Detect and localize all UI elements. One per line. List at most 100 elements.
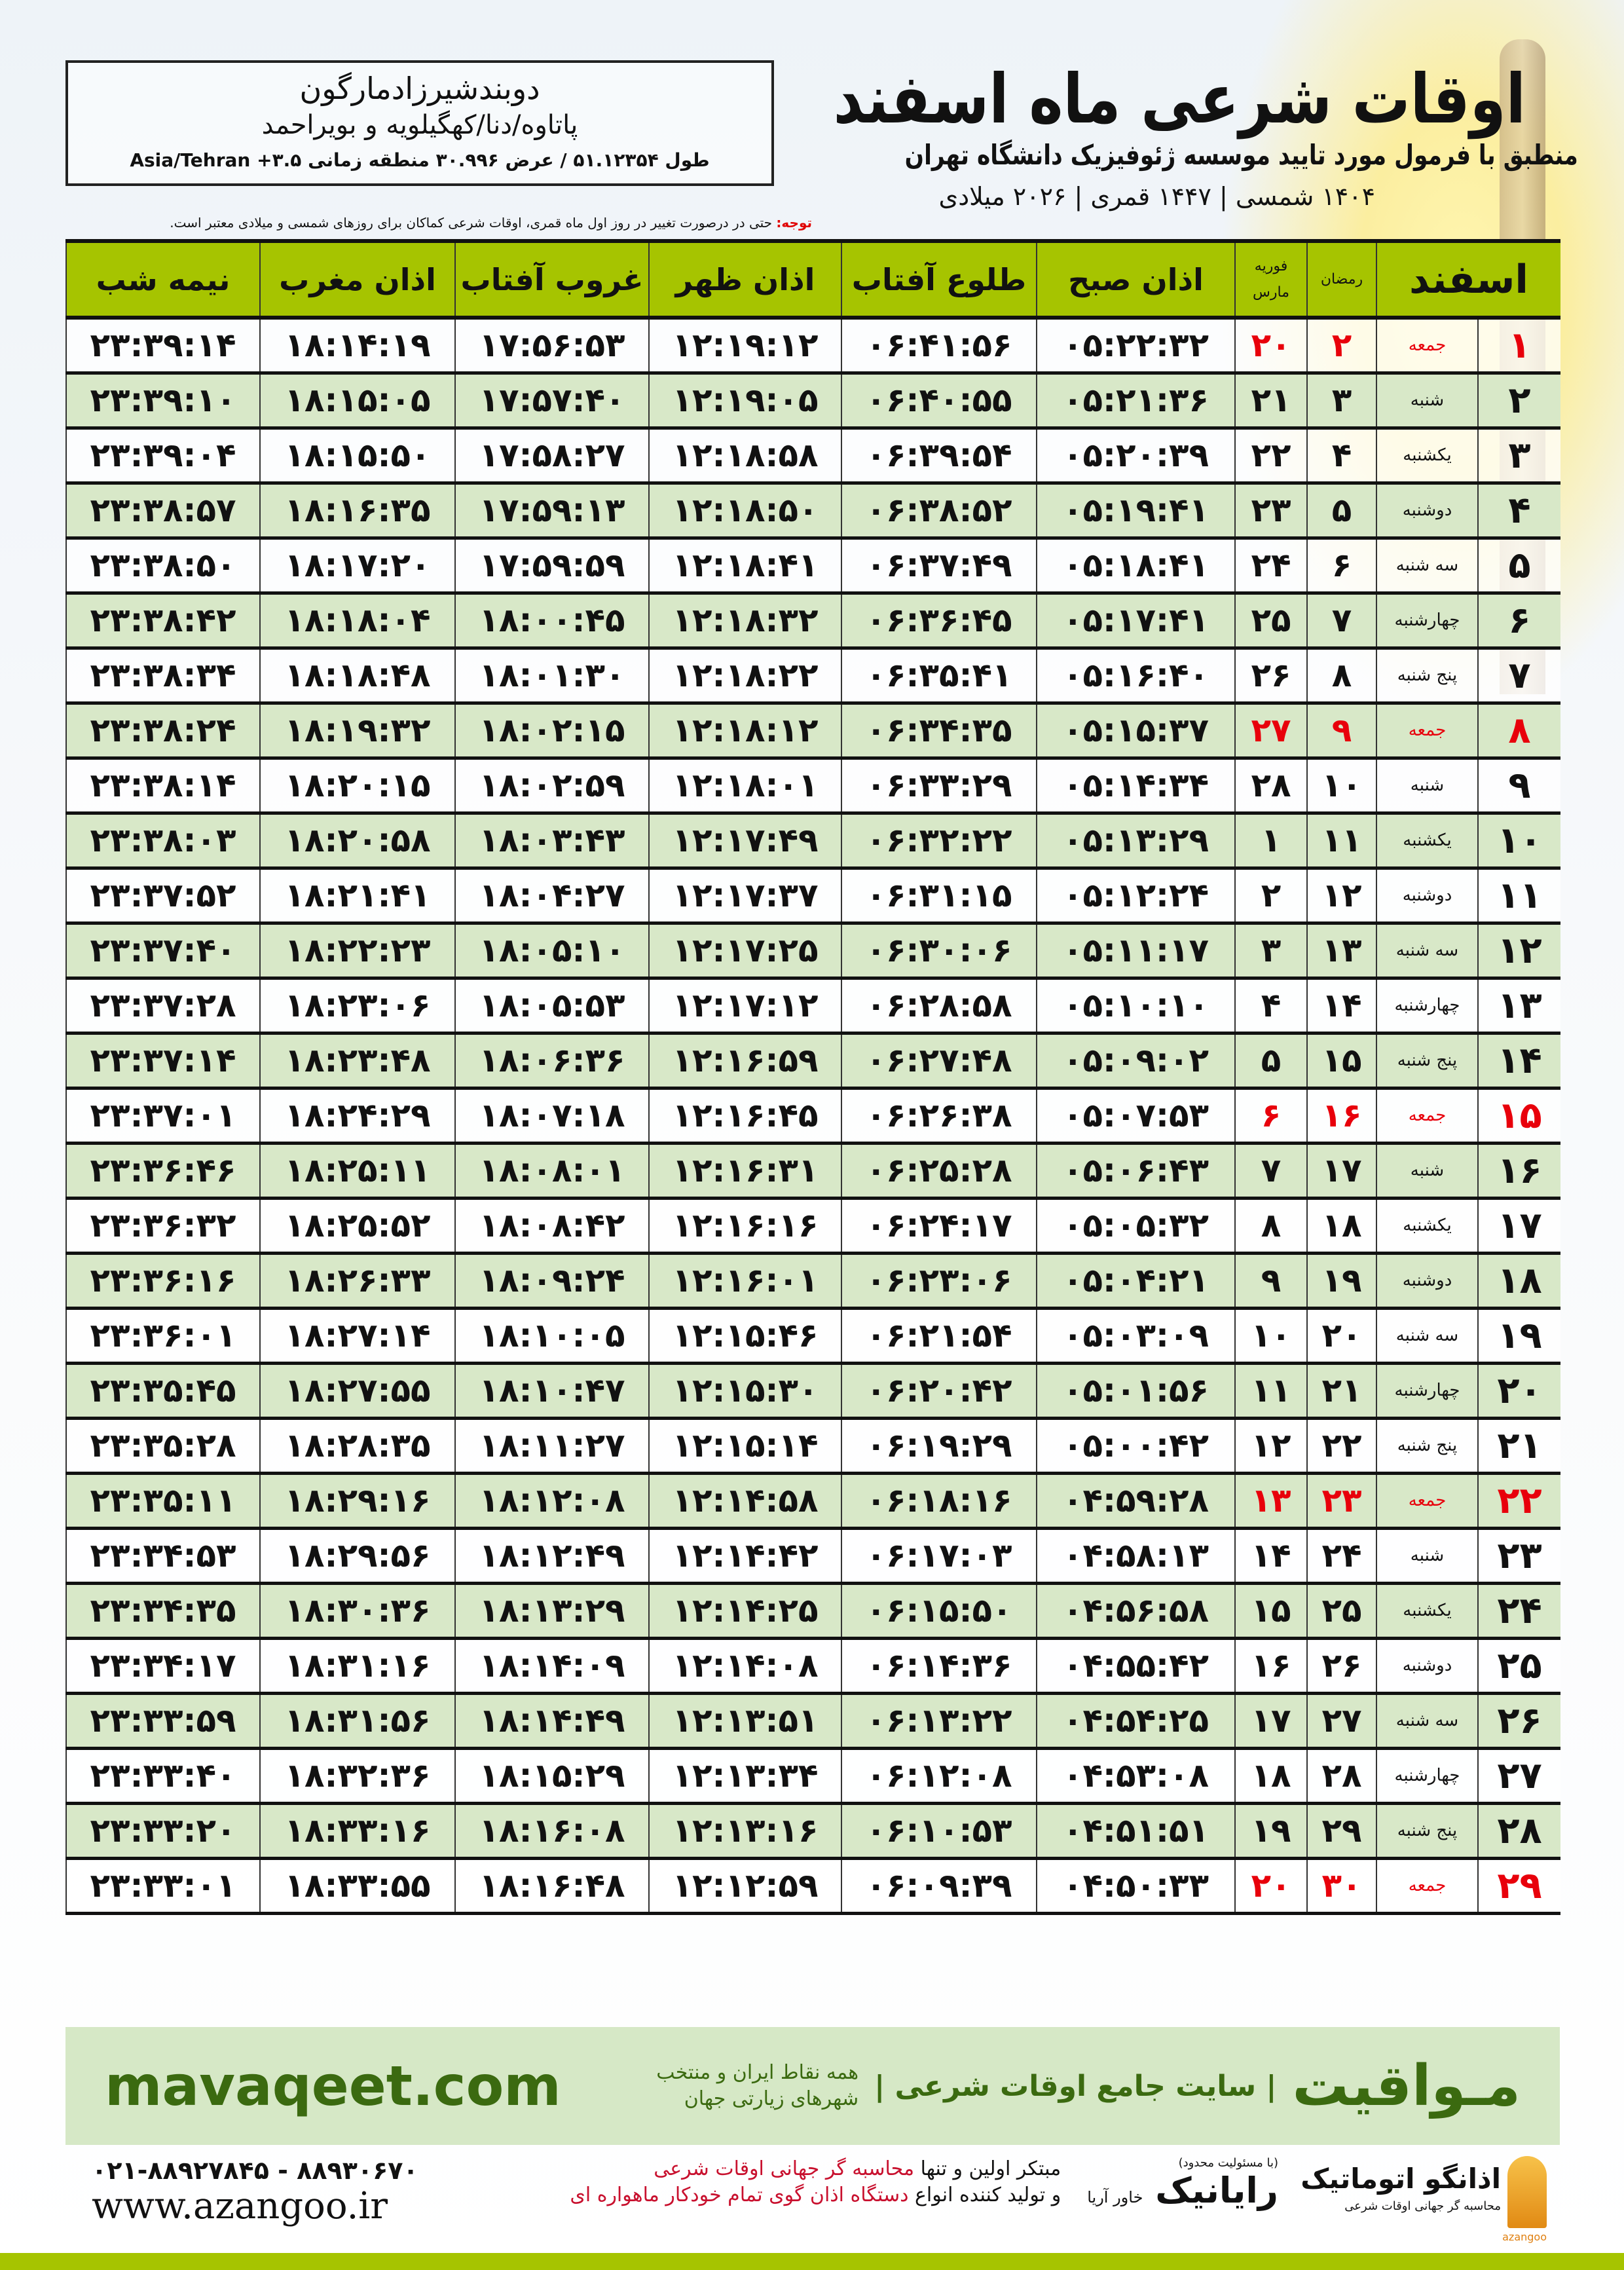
table-row: ۱۷ یکشنبه ۱۸ ۸ ۰۵:۰۵:۳۲ ۰۶:۲۴:۱۷ ۱۲:۱۶:۱۶ ۱۸:۰۸… xyxy=(65,1198,1560,1255)
sunset-time: ۱۸:۰۲:۵۹ xyxy=(454,758,649,815)
ramadan-day: ۲۹ xyxy=(1306,1803,1376,1860)
table-row: ۵ سه شنبه ۶ ۲۴ ۰۵:۱۸:۴۱ ۰۶:۳۷:۴۹ ۱۲:۱۸:۴۱ ۱۷:۵۹… xyxy=(65,538,1560,595)
day: ۴ xyxy=(1477,483,1560,540)
midnight-time: ۲۳:۳۸:۴۲ xyxy=(65,593,260,650)
gregorian-day: ۱۶ xyxy=(1234,1638,1307,1695)
sunrise-time: ۰۶:۳۵:۴۱ xyxy=(841,648,1037,705)
maghrib-time: ۱۸:۲۰:۵۸ xyxy=(259,813,455,870)
sunset-time: ۱۷:۵۹:۵۹ xyxy=(454,538,649,595)
dhuhr-time: ۱۲:۱۴:۵۸ xyxy=(648,1473,841,1530)
day: ۲۷ xyxy=(1477,1748,1560,1805)
maghrib-time: ۱۸:۳۲:۳۶ xyxy=(259,1748,455,1805)
rayanik-small: (با مسئولیت محدود) xyxy=(1178,2156,1278,2170)
midnight-time: ۲۳:۳۵:۱۱ xyxy=(65,1473,260,1530)
header-feb: فوریه xyxy=(1254,257,1288,274)
dhuhr-time: ۱۲:۱۶:۳۱ xyxy=(648,1143,841,1200)
gregorian-day: ۹ xyxy=(1234,1253,1307,1310)
weekday: پنج شنبه xyxy=(1376,648,1478,705)
table-row: ۲۲ جمعه ۲۳ ۱۳ ۰۴:۵۹:۲۸ ۰۶:۱۸:۱۶ ۱۲:۱۴:۵۸ ۱۸:۱۲:… xyxy=(65,1473,1560,1530)
header-month: اسفند xyxy=(1376,239,1560,320)
table-row: ۲۰ چهارشنبه ۲۱ ۱۱ ۰۵:۰۱:۵۶ ۰۶:۲۰:۴۲ ۱۲:۱۵:۳۰ ۱۸… xyxy=(65,1363,1560,1420)
weekday: دوشنبه xyxy=(1376,868,1478,925)
day: ۲۴ xyxy=(1477,1583,1560,1640)
ramadan-day: ۱۹ xyxy=(1306,1253,1376,1310)
ramadan-day: ۶ xyxy=(1306,538,1376,595)
note-label: توجه: xyxy=(776,215,812,231)
weekday: یکشنبه xyxy=(1376,813,1478,870)
maghrib-time: ۱۸:۱۹:۳۲ xyxy=(259,703,455,760)
maghrib-time: ۱۸:۲۹:۵۶ xyxy=(259,1528,455,1585)
midnight-time: ۲۳:۳۸:۵۷ xyxy=(65,483,260,540)
dhuhr-time: ۱۲:۱۸:۴۱ xyxy=(648,538,841,595)
promo-line1-highlight: محاسبه گر جهانی اوقات شرعی xyxy=(654,2157,915,2180)
sunset-time: ۱۸:۰۵:۱۰ xyxy=(454,923,649,980)
table-row: ۱۸ دوشنبه ۱۹ ۹ ۰۵:۰۴:۲۱ ۰۶:۲۳:۰۶ ۱۲:۱۶:۰۱ ۱۸:۰۹… xyxy=(65,1253,1560,1310)
header-midnight: نیمه شب xyxy=(65,239,260,320)
maghrib-time: ۱۸:۱۷:۲۰ xyxy=(259,538,455,595)
fajr-time: ۰۵:۱۷:۴۱ xyxy=(1036,593,1235,650)
midnight-time: ۲۳:۳۶:۳۲ xyxy=(65,1198,260,1255)
sunrise-time: ۰۶:۱۴:۳۶ xyxy=(841,1638,1037,1695)
day: ۶ xyxy=(1477,593,1560,650)
day: ۱۲ xyxy=(1477,923,1560,980)
day: ۱۰ xyxy=(1477,813,1560,870)
fajr-time: ۰۵:۱۰:۱۰ xyxy=(1036,978,1235,1035)
sunrise-time: ۰۶:۲۴:۱۷ xyxy=(841,1198,1037,1255)
maghrib-time: ۱۸:۱۵:۵۰ xyxy=(259,428,455,485)
midnight-time: ۲۳:۳۸:۲۴ xyxy=(65,703,260,760)
midnight-time: ۲۳:۳۷:۲۸ xyxy=(65,978,260,1035)
gregorian-day: ۴ xyxy=(1234,978,1307,1035)
fajr-time: ۰۵:۰۰:۴۲ xyxy=(1036,1418,1235,1475)
note: توجه: حتی در درصورت تغییر در روز اول ماه… xyxy=(65,215,812,231)
gregorian-day: ۶ xyxy=(1234,1088,1307,1145)
maghrib-time: ۱۸:۲۹:۱۶ xyxy=(259,1473,455,1530)
azangoo-link[interactable]: www.azangoo.ir xyxy=(92,2185,388,2227)
dhuhr-time: ۱۲:۱۷:۱۲ xyxy=(648,978,841,1035)
sunset-time: ۱۸:۱۲:۴۹ xyxy=(454,1528,649,1585)
table-row: ۲۶ سه شنبه ۲۷ ۱۷ ۰۴:۵۴:۲۵ ۰۶:۱۳:۲۲ ۱۲:۱۳:۵۱ ۱۸:… xyxy=(65,1693,1560,1750)
gregorian-day: ۱۱ xyxy=(1234,1363,1307,1420)
ramadan-day: ۳ xyxy=(1306,373,1376,430)
ramadan-day: ۳۰ xyxy=(1306,1858,1376,1915)
gregorian-day: ۳ xyxy=(1234,923,1307,980)
sunset-time: ۱۸:۰۴:۲۷ xyxy=(454,868,649,925)
sunset-time: ۱۸:۰۵:۵۳ xyxy=(454,978,649,1035)
weekday: جمعه xyxy=(1376,703,1478,760)
mavaqeet-link[interactable]: mavaqeet.com xyxy=(105,2054,561,2118)
fajr-time: ۰۵:۱۳:۲۹ xyxy=(1036,813,1235,870)
ramadan-day: ۱۵ xyxy=(1306,1033,1376,1090)
maghrib-time: ۱۸:۱۵:۰۵ xyxy=(259,373,455,430)
maghrib-time: ۱۸:۱۴:۱۹ xyxy=(259,318,455,375)
dhuhr-time: ۱۲:۱۵:۳۰ xyxy=(648,1363,841,1420)
bottom-bar xyxy=(0,2253,1624,2270)
fajr-time: ۰۵:۰۳:۰۹ xyxy=(1036,1308,1235,1365)
dhuhr-time: ۱۲:۱۸:۵۰ xyxy=(648,483,841,540)
midnight-time: ۲۳:۳۷:۱۴ xyxy=(65,1033,260,1090)
header-ramadan: رمضان xyxy=(1306,239,1376,320)
gregorian-day: ۱۴ xyxy=(1234,1528,1307,1585)
table-header-row: اسفند رمضان فوریه مارس اذان صبح طلوع آفتا… xyxy=(65,239,1560,320)
promo-line1: مبتکر اولین و تنها xyxy=(914,2157,1061,2180)
midnight-time: ۲۳:۳۷:۴۰ xyxy=(65,923,260,980)
weekday: چهارشنبه xyxy=(1376,593,1478,650)
table-row: ۲۴ یکشنبه ۲۵ ۱۵ ۰۴:۵۶:۵۸ ۰۶:۱۵:۵۰ ۱۲:۱۴:۲۵ ۱۸:۱… xyxy=(65,1583,1560,1640)
day: ۱۳ xyxy=(1477,978,1560,1035)
header-sunset: غروب آفتاب xyxy=(454,239,649,320)
fajr-time: ۰۴:۵۰:۳۳ xyxy=(1036,1858,1235,1915)
weekday: سه شنبه xyxy=(1376,1693,1478,1750)
fajr-time: ۰۵:۱۵:۳۷ xyxy=(1036,703,1235,760)
sunset-time: ۱۸:۰۸:۴۲ xyxy=(454,1198,649,1255)
table-row: ۲۷ چهارشنبه ۲۸ ۱۸ ۰۴:۵۳:۰۸ ۰۶:۱۲:۰۸ ۱۲:۱۳:۳۴ ۱۸… xyxy=(65,1748,1560,1805)
footer: اذانگو اتوماتیک محاسبه گر جهانی اوقات شر… xyxy=(65,2156,1560,2243)
day: ۲۲ xyxy=(1477,1473,1560,1530)
rayanik-name: رایانیک xyxy=(1155,2170,1278,2211)
fajr-time: ۰۵:۱۱:۱۷ xyxy=(1036,923,1235,980)
maghrib-time: ۱۸:۲۲:۲۳ xyxy=(259,923,455,980)
city-name: دوبندشیرزادمارگون xyxy=(299,71,540,106)
gregorian-day: ۱۷ xyxy=(1234,1693,1307,1750)
maghrib-time: ۱۸:۲۵:۱۱ xyxy=(259,1143,455,1200)
maghrib-time: ۱۸:۲۴:۲۹ xyxy=(259,1088,455,1145)
ramadan-day: ۴ xyxy=(1306,428,1376,485)
sunrise-time: ۰۶:۲۵:۲۸ xyxy=(841,1143,1037,1200)
weekday: یکشنبه xyxy=(1376,1583,1478,1640)
